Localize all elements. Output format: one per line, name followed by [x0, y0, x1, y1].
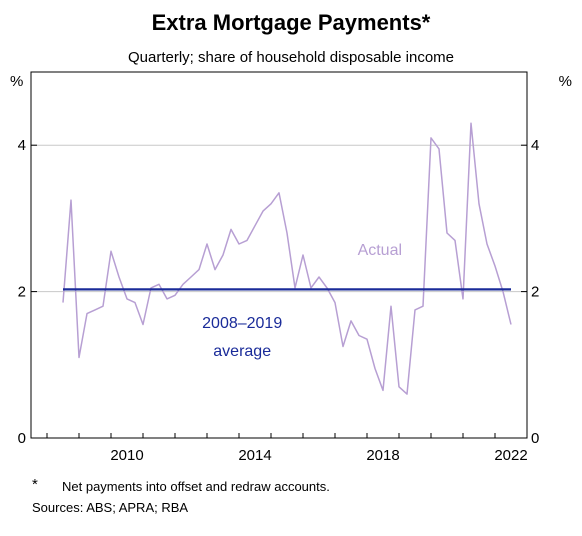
y-tick-label-right: 0	[531, 430, 539, 447]
sources-text: Sources: ABS; APRA; RBA	[32, 500, 189, 515]
x-tick-label: 2014	[238, 447, 271, 464]
average-label-line2: average	[213, 343, 271, 360]
footnote-text: Net payments into offset and redraw acco…	[62, 479, 330, 494]
actual-series-line	[62, 122, 512, 395]
chart-title: Extra Mortgage Payments*	[151, 10, 431, 35]
x-tick-label: 2018	[366, 447, 399, 464]
y-tick-label-left: 0	[18, 430, 26, 447]
y-tick-label-left: 2	[18, 284, 26, 301]
y-tick-label-right: 4	[531, 137, 539, 154]
average-label-line1: 2008–2019	[202, 315, 282, 332]
chart-subtitle: Quarterly; share of household disposable…	[127, 49, 455, 66]
footnote-marker: *	[32, 476, 38, 493]
y-tick-label-right: 2	[531, 284, 539, 301]
y-unit-left: %	[10, 73, 23, 90]
actual-series-label: Actual	[358, 242, 402, 259]
plot-frame	[30, 71, 528, 439]
y-tick-label-left: 4	[18, 137, 26, 154]
x-tick-label: 2010	[110, 447, 143, 464]
axis-ticks: 0 0 2 2 4 4 2010 2014 2018 2022	[18, 137, 540, 464]
x-tick-label: 2022	[494, 447, 527, 464]
y-unit-right: %	[559, 73, 572, 90]
gridlines	[31, 144, 527, 293]
series-layer	[62, 122, 512, 395]
